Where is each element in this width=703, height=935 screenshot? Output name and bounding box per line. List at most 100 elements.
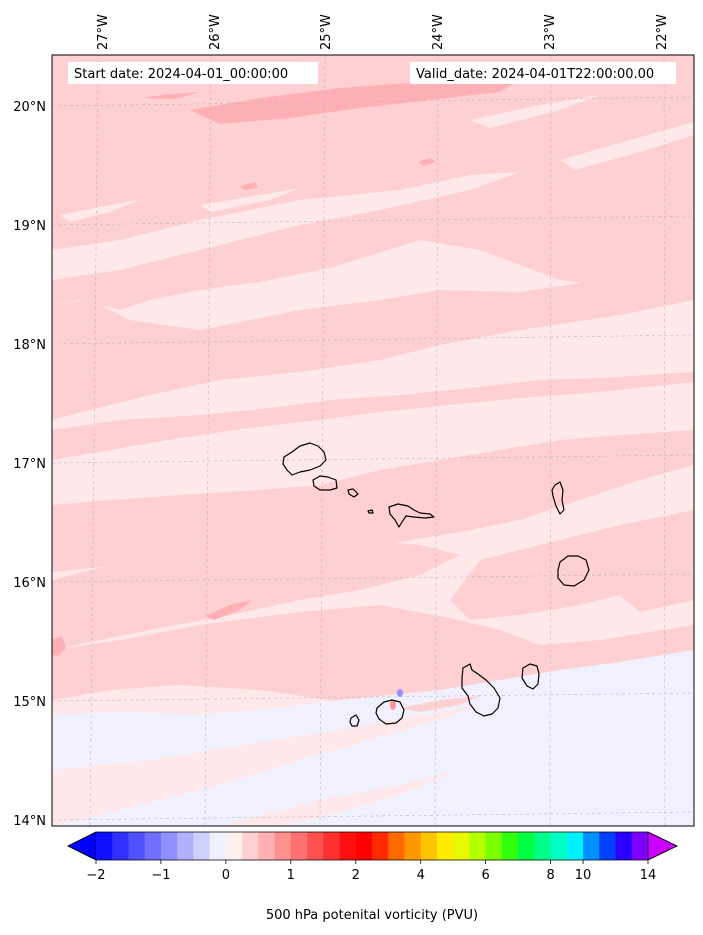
colorbar-swatch: [290, 832, 308, 860]
pv-contour-band: [240, 182, 258, 190]
pv-contour-band: [52, 430, 694, 572]
map-frame: [51, 54, 695, 827]
start-date-box: [68, 62, 318, 84]
colorbar-tick-label: 0: [222, 868, 230, 883]
colorbar-tick-label: 14: [640, 868, 657, 883]
lat-label: 17°N: [13, 457, 46, 472]
pv-contour-band: [400, 696, 480, 712]
latitude-labels: 20°N 19°N 18°N 17°N 16°N 15°N 14°N: [13, 100, 46, 829]
valid-date-label: Valid_date: 2024-04-01T22:00:00.00: [416, 67, 654, 82]
colorbar-tick-label: 6: [482, 868, 490, 883]
colorbar-swatch: [420, 832, 438, 860]
island-sal: [551, 481, 565, 515]
colorbar-swatch: [583, 832, 600, 860]
colorbar-swatch: [258, 832, 275, 860]
colorbar-swatch: [501, 832, 519, 860]
pv-contour-band: [450, 510, 694, 620]
lat-label: 15°N: [13, 695, 46, 710]
lat-label: 14°N: [13, 814, 46, 829]
colorbar-swatch: [404, 832, 422, 860]
island-sao-vicente: [312, 475, 338, 491]
colorbar-swatch: [615, 832, 633, 860]
colorbar-swatch: [144, 832, 162, 860]
map-panel: [52, 55, 694, 826]
colorbar-tick-label: 2: [352, 868, 360, 883]
colorbar-swatch: [209, 832, 227, 860]
island-fogo: [375, 699, 405, 725]
colorbar-swatch: [453, 832, 470, 860]
gridlines: [52, 55, 694, 826]
pv-contour-band: [52, 636, 66, 656]
colorbar: −2 −1 0 1 2 4 6 8 10 14: [67, 831, 678, 883]
pv-contour-band: [418, 158, 436, 166]
island-brava: [349, 714, 360, 727]
pv-contour-band: [142, 92, 200, 99]
island-santiago: [461, 663, 501, 717]
valid-date-box: [410, 62, 676, 84]
pv-contour-band: [52, 268, 694, 420]
colorbar-tick-label: 10: [575, 868, 592, 883]
lon-label: 23°W: [543, 14, 558, 50]
colorbar-swatch: [469, 832, 486, 860]
colorbar-tick-label: 8: [546, 868, 554, 883]
colorbar-extend-max: [647, 831, 678, 861]
pv-contour-band: [52, 172, 520, 280]
colorbar-swatch: [388, 832, 405, 860]
pv-max-blob: [390, 700, 396, 710]
colorbar-extend-min: [67, 831, 97, 861]
lon-label: 27°W: [96, 14, 111, 50]
colorbar-swatch: [355, 832, 373, 860]
lon-label: 25°W: [319, 14, 334, 50]
colorbar-title: 500 hPa potenital vorticity (PVU): [266, 908, 478, 923]
colorbar-swatch: [193, 832, 210, 860]
island-boa-vista: [557, 555, 590, 587]
colorbar-swatch: [436, 832, 454, 860]
colorbar-tick-label: −2: [86, 868, 105, 883]
colorbar-swatch: [274, 832, 292, 860]
colorbar-swatch: [112, 832, 129, 860]
colorbar-swatch: [518, 832, 535, 860]
island-maio: [521, 663, 540, 690]
colorbar-swatch: [323, 832, 340, 860]
pv-contour-band: [52, 540, 460, 650]
pv-contour-band: [220, 770, 460, 826]
lat-label: 16°N: [13, 576, 46, 591]
pv-contour-band: [560, 122, 694, 170]
colorbar-swatch: [96, 832, 113, 860]
pv-contour-band: [470, 95, 600, 128]
colorbar-tick-label: 4: [417, 868, 425, 883]
island-santo-antao: [282, 442, 327, 476]
island-sao-nicolau: [388, 503, 435, 528]
coastlines: [282, 442, 590, 727]
colorbar-tick-label: 1: [287, 868, 295, 883]
colorbar-swatch: [128, 832, 146, 860]
pv-contour-band: [200, 188, 300, 212]
colorbar-swatch: [339, 832, 357, 860]
pv-contour-band: [60, 200, 140, 222]
colorbar-swatch: [599, 832, 616, 860]
colorbar-swatch: [534, 832, 551, 860]
colorbar-swatch: [160, 832, 178, 860]
colorbar-swatch: [242, 832, 259, 860]
lat-label: 20°N: [13, 100, 46, 115]
pv-contour-band: [120, 282, 320, 330]
lon-label: 24°W: [431, 14, 446, 50]
colorbar-swatch: [631, 832, 649, 860]
pv-contour-band: [190, 78, 520, 124]
colorbar-swatch: [485, 832, 503, 860]
colorbar-tick-label: −1: [151, 868, 170, 883]
pv-min-blob: [397, 689, 403, 697]
colorbar-swatch: [307, 832, 324, 860]
colorbar-swatch: [177, 832, 194, 860]
pv-contour-band: [600, 555, 694, 612]
pv-contour-band: [52, 705, 480, 826]
lon-label: 26°W: [208, 14, 223, 50]
colorbar-swatch: [566, 832, 584, 860]
lat-label: 18°N: [13, 338, 46, 353]
lat-label: 19°N: [13, 219, 46, 234]
pv-contour-band: [205, 600, 252, 620]
pv-contour-band: [52, 372, 694, 460]
island-santa-luzia: [347, 488, 359, 498]
island-ilheu-raso: [367, 509, 374, 514]
